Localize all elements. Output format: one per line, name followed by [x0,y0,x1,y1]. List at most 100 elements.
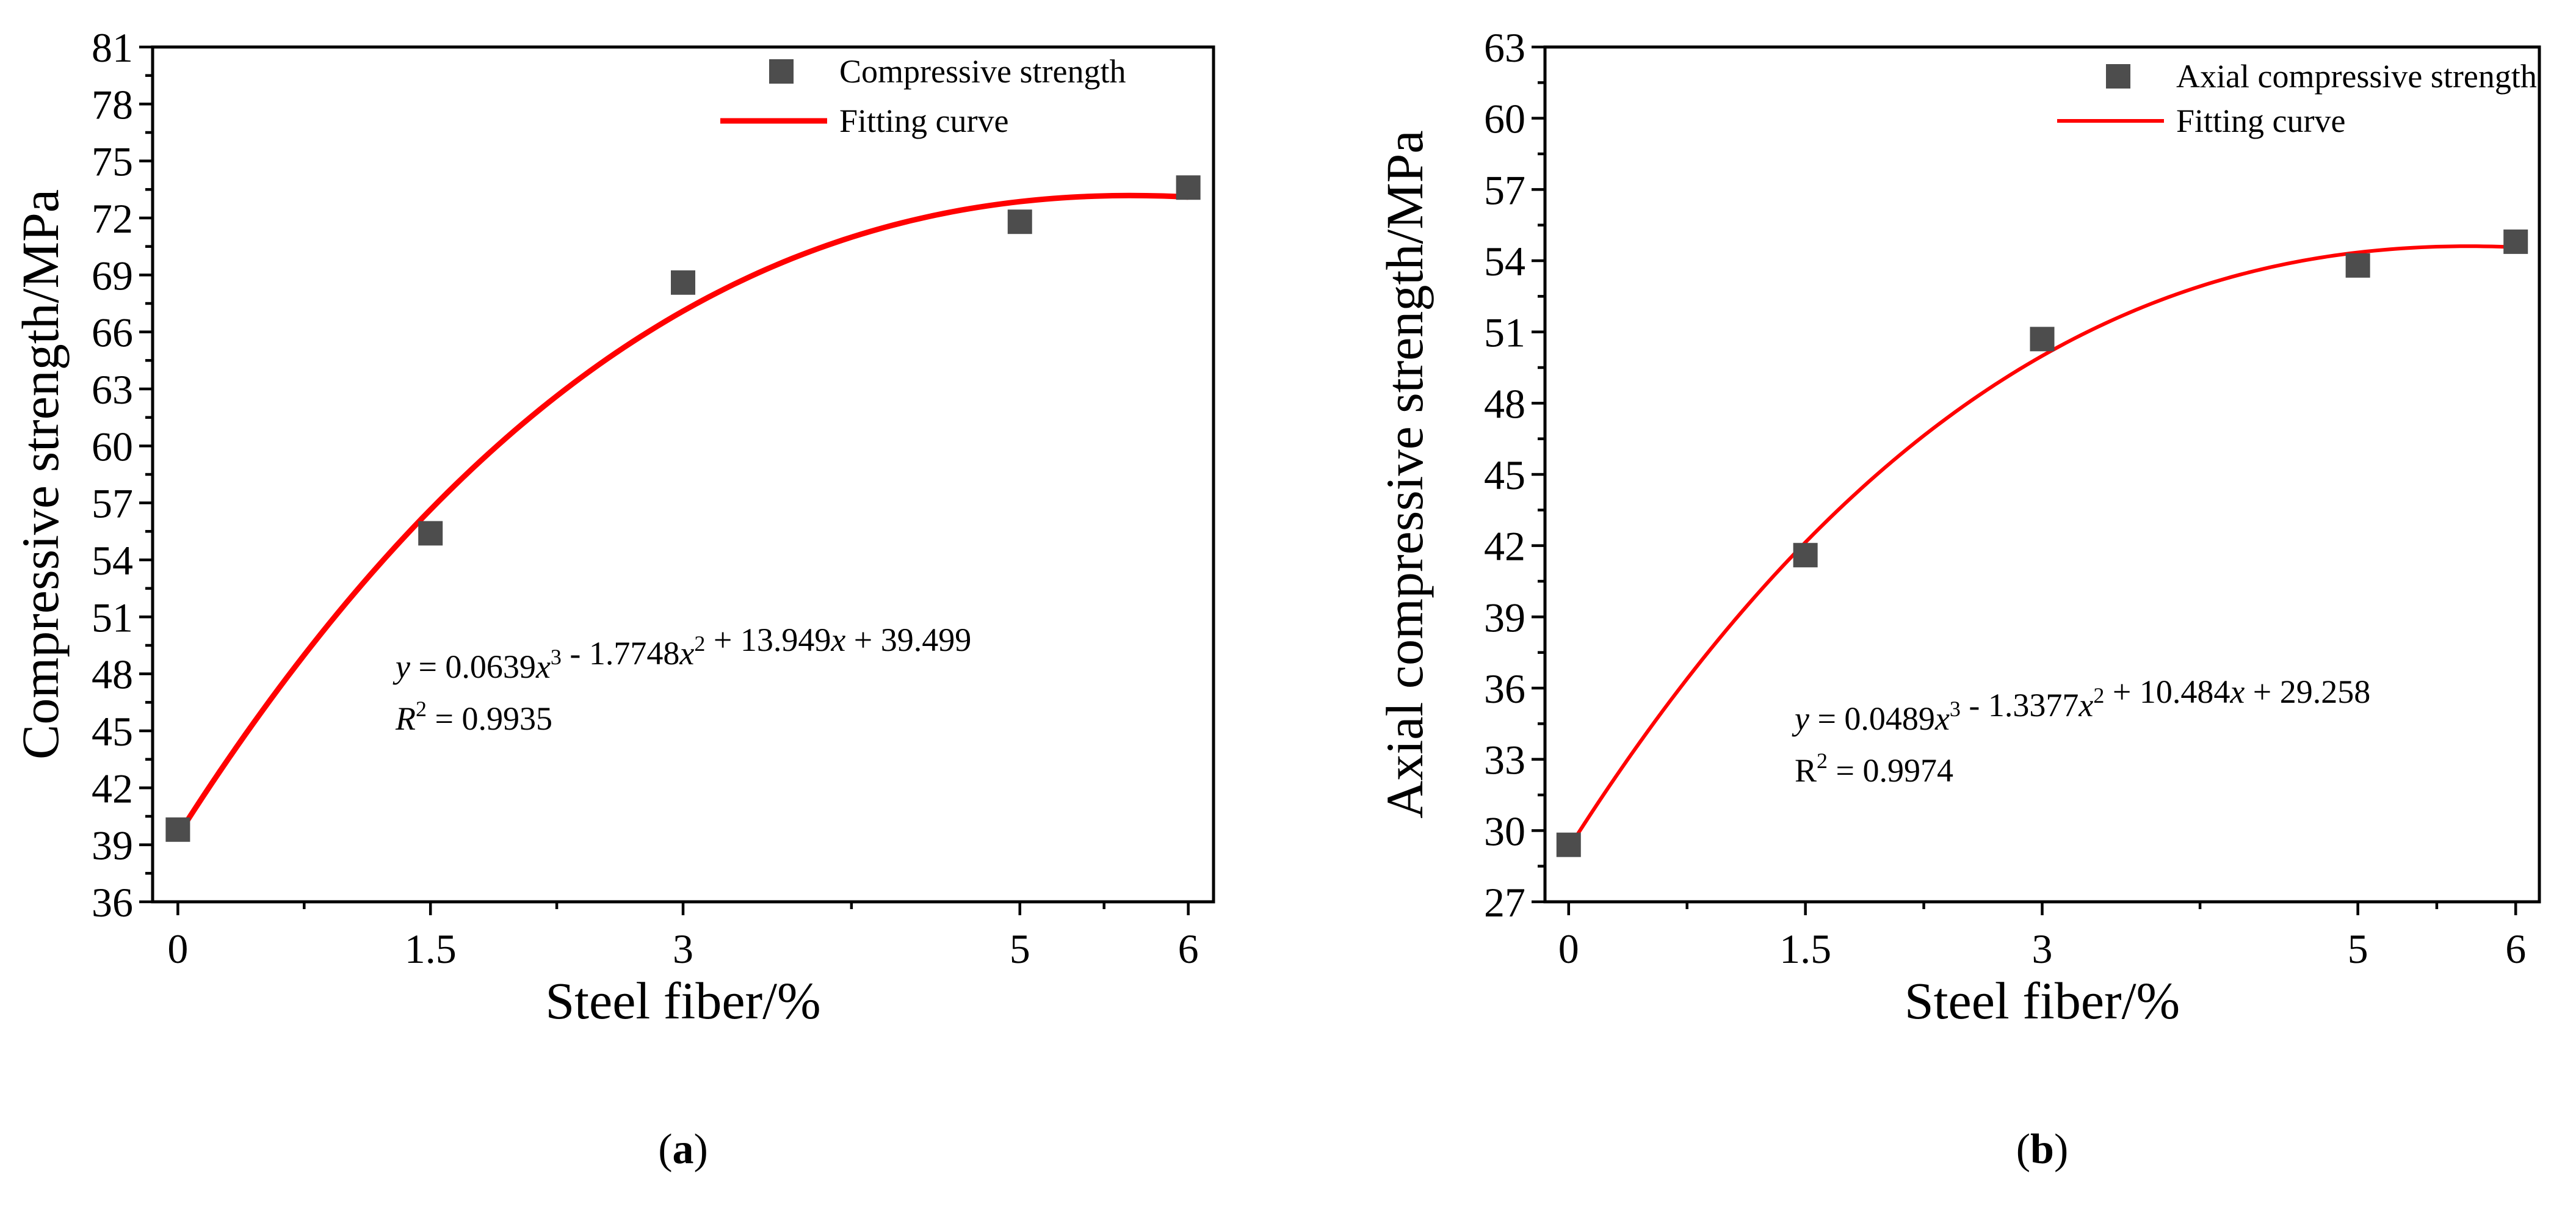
data-point [1556,832,1581,857]
equation-part: x [535,648,551,685]
y-tick-label: 45 [92,708,133,755]
data-point [165,817,190,842]
panel-label-open: ( [2016,1126,2030,1173]
y-tick-label: 63 [92,366,133,413]
r-symbol: R [1795,752,1817,789]
y-tick-label: 39 [92,822,133,869]
y-tick-label: 54 [1484,238,1525,285]
panel-label: (b) [2016,1126,2069,1173]
r-squared: R2 = 0.9974 [1795,749,1953,789]
y-tick-label: 57 [92,481,133,527]
legend-label-points: Compressive strength [839,53,1126,90]
y-tick-label: 42 [92,765,133,811]
x-tick-label: 3 [673,926,693,972]
r-squared: R2 = 0.9935 [395,697,552,737]
y-tick-label: 33 [1484,737,1525,783]
equation-part: x [2229,673,2245,710]
panel-b: 27 30 33 36 39 42 45 48 51 54 57 60 63 0 1.5 3 5 6 Steel f… [1375,24,2541,1173]
r-value: = 0.9974 [1828,752,1953,789]
y-tick-label: 51 [1484,310,1525,356]
legend-label-fit: Fitting curve [2176,103,2345,139]
y-tick-label: 51 [92,594,133,640]
x-tick-label: 1.5 [1779,926,1831,972]
equation-part: 2 [2093,683,2104,708]
y-tick-label: 60 [1484,96,1525,142]
y-tick-label: 30 [1484,808,1525,854]
y-tick-label: 75 [92,139,133,185]
legend-marker-square [2106,64,2130,89]
panel-label: (a) [658,1126,708,1173]
x-tick-label: 6 [2505,926,2526,972]
equation-part: x [830,622,845,658]
y-tick-label: 57 [1484,167,1525,213]
panel-a: 36 39 42 45 48 51 54 57 60 63 66 69 72 75 78 81 0 1.5 3 5 6 S… [11,24,1215,1173]
data-point [2503,229,2528,254]
equation-part: x [1934,700,1950,737]
y-tick-label: 54 [92,537,133,584]
y-tick-label: 69 [92,252,133,299]
y-tick-label: 81 [92,24,133,71]
equation-part: + 10.484 [2104,673,2230,710]
r-value: = 0.9935 [427,700,552,737]
panel-label-letter: a [673,1126,694,1173]
data-point [671,270,695,295]
x-tick-label: 1.5 [405,926,457,972]
equation-part: y [393,648,410,685]
equation-part: 3 [551,645,562,669]
r-symbol: R [395,700,416,737]
data-point [1793,543,1818,568]
equation-part: - 1.3377 [1961,687,2079,724]
y-tick-label: 48 [1484,380,1525,427]
data-point [2345,253,2370,278]
equation-part: + 13.949 [705,622,831,658]
data-point [418,521,443,546]
y-tick-label: 39 [1484,594,1525,640]
x-tick-label: 0 [1558,926,1579,972]
y-tick-label: 42 [1484,523,1525,570]
data-point [1007,209,1032,234]
y-tick-label: 27 [1484,879,1525,926]
panel-label-close: ) [2054,1126,2068,1173]
equation-part: + 29.258 [2245,673,2370,710]
fit-equation: y = 0.0639x3 - 1.7748x2 + 13.949x + 39.4… [393,622,971,685]
y-tick-label: 72 [92,195,133,242]
x-tick-label: 5 [1010,926,1030,972]
equation-part: + 39.499 [845,622,971,658]
fitting-curve [1567,244,2516,849]
r-power: 2 [416,697,427,721]
fit-equation: y = 0.0489x3 - 1.3377x2 + 10.484x + 29.2… [1792,673,2370,737]
y-tick-label: 36 [1484,666,1525,712]
legend-label-points: Axial compressive strength [2176,58,2537,95]
equation-part: = 0.0489 [1809,700,1935,737]
y-tick-label: 60 [92,423,133,470]
legend-marker-square [769,59,794,84]
equation-part: y [1792,700,1809,737]
equation-part: x [2078,687,2093,724]
equation-part: - 1.7748 [562,635,679,672]
x-tick-label: 3 [2032,926,2053,972]
y-tick-label: 48 [92,651,133,698]
equation-part: = 0.0639 [410,648,536,685]
equation-part: x [679,635,694,672]
data-point [2030,327,2055,352]
panel-label-open: ( [658,1126,672,1173]
x-tick-label: 0 [167,926,188,972]
x-tick-label: 6 [1178,926,1199,972]
x-axis-title: Steel fiber/% [545,971,820,1030]
y-axis-title: Compressive strength/MPa [11,189,70,760]
y-axis-title: Axial compressive strength/MPa [1375,130,1434,818]
x-tick-label: 5 [2348,926,2368,972]
y-tick-label: 78 [92,81,133,128]
equation-part: 2 [694,631,705,656]
data-point [1176,175,1201,200]
panel-label-close: ) [694,1126,708,1173]
panel-label-letter: b [2030,1126,2054,1173]
legend-label-fit: Fitting curve [839,103,1008,139]
y-tick-label: 36 [92,879,133,926]
y-tick-label: 66 [92,310,133,356]
y-tick-label: 45 [1484,452,1525,498]
fitting-curve [175,192,1189,837]
r-power: 2 [1817,749,1828,773]
y-tick-label: 63 [1484,24,1525,71]
